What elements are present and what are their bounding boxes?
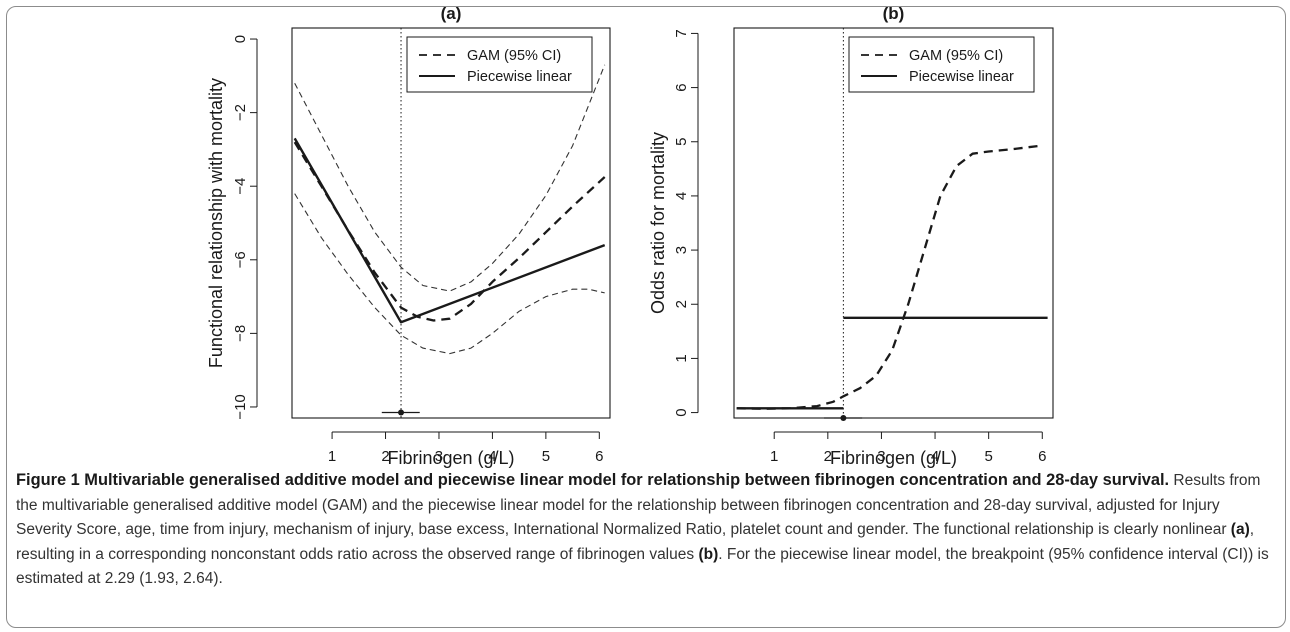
panel-a-y-tick-label: −10 [232,394,249,419]
panel-a-x-tick-label: 5 [542,448,550,465]
panel-b-series-gam-95-ci [736,144,1043,410]
panel-a-series-gam-95-ci [293,141,606,322]
panel-a-x-tick-label: 1 [328,448,336,465]
panel-a-x-tick-label: 4 [488,448,496,465]
panel-b-breakpoint-point [840,415,847,421]
figure-caption: Figure 1 Multivariable generalised addit… [16,468,1278,592]
caption-title: Figure 1 Multivariable generalised addit… [16,471,1170,489]
panel-a-y-tick-label: −4 [232,178,249,195]
caption-ref-a: (a) [1230,521,1250,539]
panel-b-x-tick-label: 1 [770,448,778,465]
panel-a-legend-box [406,36,593,93]
panel-b-x-tick-label: 4 [931,448,939,465]
panel-a-plot-box [291,27,611,419]
panel-b-plot-box [733,27,1054,419]
panel-a-x-tick-label: 3 [435,448,443,465]
panel-a-x-tick-label: 2 [381,448,389,465]
figure-plots: (a) 1 2 3 4 5 6 Fibrinogen (g/L) 0 −2 −4 −6 −8 −10 Fun… [206,4,1054,468]
panel-a-breakpoint-point [398,409,405,416]
caption-ref-b: (b) [698,545,719,563]
panel-a-y-tick-label: 0 [232,35,249,43]
panel-a-title: (a) [441,4,462,23]
caption-body-2: , resulting in a corresponding nonconsta… [16,521,1255,563]
figure-frame [6,6,1286,628]
panel-a-y-tick-label: −6 [232,251,249,268]
panel-b-legend-label-piecewise: Piecewise linear [909,69,1014,85]
panel-b-y-tick-label: 1 [673,354,690,362]
panel-b-x-axis-label: Fibrinogen (g/L) [830,448,957,468]
panel-b-y-tick-label: 4 [673,192,690,200]
panel-a-series-piecewise-linear [293,137,606,324]
panel-b-x-tick-label: 2 [824,448,832,465]
panel-b-y-tick-label: 5 [673,138,690,146]
panel-b-x-tick-label: 5 [984,448,992,465]
panel-b-title: (b) [883,4,905,23]
panel-b-x-tick-label: 6 [1038,448,1046,465]
panel-b-y-tick-label: 2 [673,300,690,308]
panel-b-y-tick-label: 7 [673,29,690,37]
panel-b-legend-label-gam: GAM (95% CI) [909,48,1003,64]
panel-b-y-axis-label: Odds ratio for mortality [648,132,668,314]
panel-a-legend-label-piecewise: Piecewise linear [467,69,572,85]
caption-body-1: Results from the multivariable generalis… [16,472,1261,539]
panel-b-legend-box [848,36,1035,93]
panel-b-y-tick-label: 3 [673,246,690,254]
panel-a-y-tick-label: −2 [232,104,249,121]
panel-b-x-tick-label: 3 [877,448,885,465]
panel-a-y-tick-label: −8 [232,325,249,342]
panel-a-series-gam-95-ci-lower [294,193,605,355]
panel-a-series-gam-95-ci-upper [294,64,606,292]
panel-a-x-tick-label: 6 [595,448,603,465]
panel-b-y-tick-label: 0 [673,408,690,416]
caption-body-3: . For the piecewise linear model, the br… [16,545,1269,588]
panel-b-y-tick-label: 6 [673,83,690,91]
panel-a-x-axis-label: Fibrinogen (g/L) [387,448,514,468]
panel-a-legend-label-gam: GAM (95% CI) [467,48,561,64]
panel-a-y-axis-label: Functional relationship with mortality [206,78,226,368]
